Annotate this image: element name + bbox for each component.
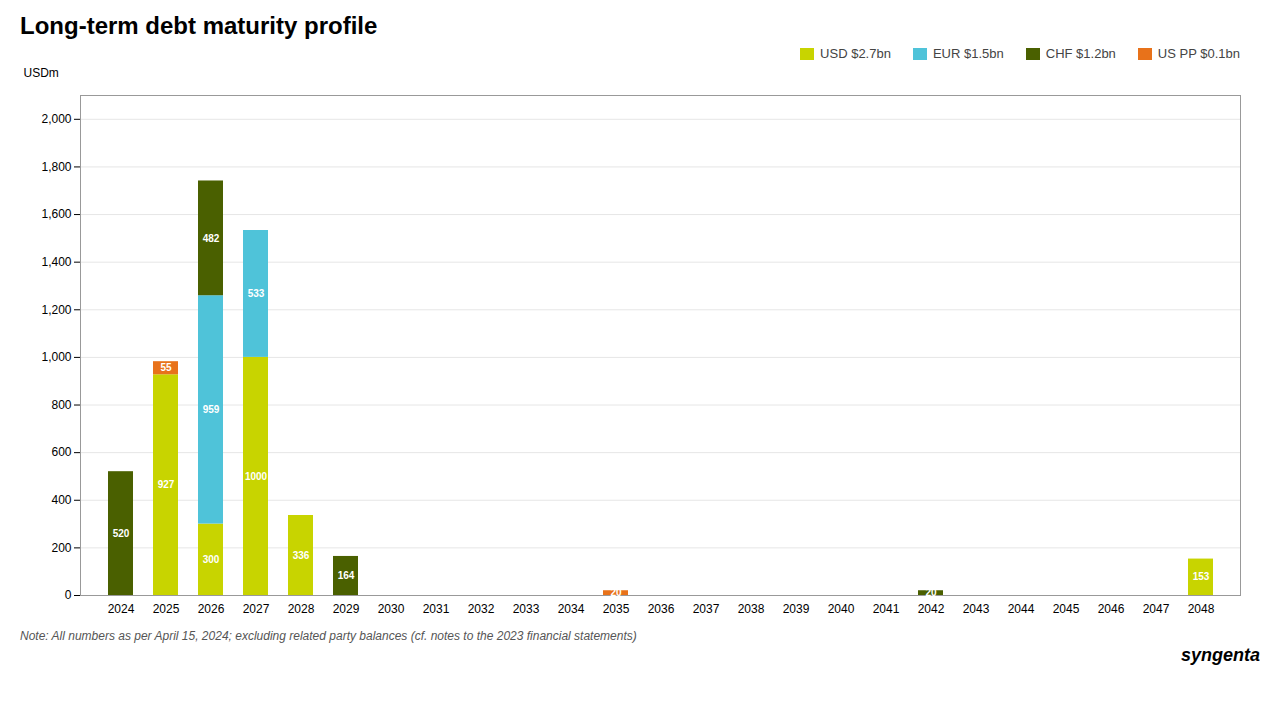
svg-text:2027: 2027 (243, 602, 270, 616)
html-text:syngenta: syngenta (1181, 645, 1260, 665)
svg-text:164: 164 (338, 570, 355, 581)
svg-text:2025: 2025 (153, 602, 180, 616)
svg-text:2030: 2030 (378, 602, 405, 616)
svg-text:2034: 2034 (558, 602, 585, 616)
html-text:USD $2.7bn: USD $2.7bn (820, 46, 891, 61)
svg-text:2046: 2046 (1098, 602, 1125, 616)
html-text:US PP $0.1bn: US PP $0.1bn (1157, 46, 1240, 61)
svg-text:2032: 2032 (468, 602, 495, 616)
html-text:EUR $1.5bn: EUR $1.5bn (932, 46, 1004, 61)
svg-text:2,000: 2,000 (41, 112, 71, 126)
svg-text:2041: 2041 (873, 602, 900, 616)
svg-text:2038: 2038 (738, 602, 765, 616)
svg-text:300: 300 (203, 554, 220, 565)
svg-text:2042: 2042 (918, 602, 945, 616)
svg-text:2040: 2040 (828, 602, 855, 616)
svg-text:55: 55 (160, 362, 172, 373)
svg-text:600: 600 (51, 445, 71, 459)
svg-text:USDm: USDm (24, 66, 59, 80)
svg-text:0: 0 (65, 588, 72, 602)
svg-text:336: 336 (293, 550, 310, 561)
svg-text:2048: 2048 (1188, 602, 1215, 616)
svg-text:20: 20 (925, 587, 937, 598)
svg-text:2036: 2036 (648, 602, 675, 616)
svg-text:2033: 2033 (513, 602, 540, 616)
svg-text:2039: 2039 (783, 602, 810, 616)
svg-text:2035: 2035 (603, 602, 630, 616)
svg-text:2037: 2037 (693, 602, 720, 616)
svg-text:200: 200 (51, 541, 71, 555)
html-text:CHF $1.2bn: CHF $1.2bn (1045, 46, 1116, 61)
svg-text:482: 482 (203, 233, 220, 244)
svg-text:1000: 1000 (245, 471, 268, 482)
svg-text:1,400: 1,400 (41, 255, 71, 269)
svg-text:959: 959 (203, 404, 220, 415)
svg-text:2043: 2043 (963, 602, 990, 616)
svg-text:1,000: 1,000 (41, 350, 71, 364)
svg-text:1,200: 1,200 (41, 303, 71, 317)
svg-text:1,800: 1,800 (41, 160, 71, 174)
svg-text:2024: 2024 (108, 602, 135, 616)
svg-text:520: 520 (113, 528, 130, 539)
svg-text:800: 800 (51, 398, 71, 412)
svg-text:2044: 2044 (1008, 602, 1035, 616)
svg-text:1,600: 1,600 (41, 207, 71, 221)
svg-text:927: 927 (158, 479, 175, 490)
html-text:Long-term debt maturity profil: Long-term debt maturity profile (20, 12, 378, 39)
svg-text:2047: 2047 (1143, 602, 1170, 616)
svg-text:2029: 2029 (333, 602, 360, 616)
html-text:Note: All numbers as per April: Note: All numbers as per April 15, 2024;… (20, 629, 637, 643)
svg-text:533: 533 (248, 288, 265, 299)
svg-text:2045: 2045 (1053, 602, 1080, 616)
svg-text:2028: 2028 (288, 602, 315, 616)
svg-text:2031: 2031 (423, 602, 450, 616)
svg-text:20: 20 (610, 587, 622, 598)
svg-text:2026: 2026 (198, 602, 225, 616)
svg-text:400: 400 (51, 493, 71, 507)
svg-text:153: 153 (1193, 571, 1210, 582)
